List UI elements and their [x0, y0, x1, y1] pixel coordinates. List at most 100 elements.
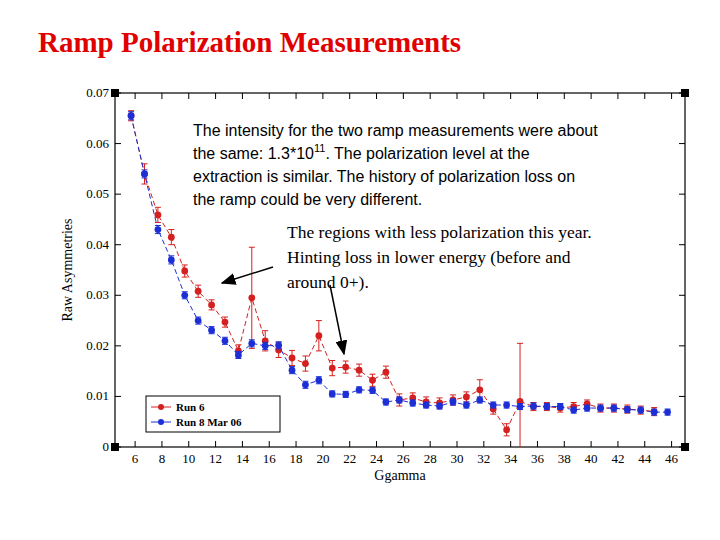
error-cap: [651, 407, 657, 408]
error-cap: [316, 320, 322, 321]
error-cap: [222, 327, 228, 328]
error-cap: [396, 393, 402, 394]
y-tick: [115, 447, 121, 448]
x-tick: [161, 441, 162, 447]
error-cap: [598, 412, 604, 413]
data-point: [195, 288, 202, 295]
error-cap: [195, 285, 201, 286]
x-tick: [510, 93, 511, 99]
x-tick: [188, 441, 189, 447]
error-bar: [611, 405, 617, 411]
x-tick: [322, 93, 323, 99]
y-tick-label: 0.02: [86, 338, 109, 353]
error-cap: [168, 244, 174, 245]
error-cap: [289, 350, 295, 351]
error-cap: [276, 357, 282, 358]
data-point: [208, 327, 215, 334]
y-tick: [679, 295, 685, 296]
data-point: [637, 407, 644, 414]
error-cap: [209, 299, 215, 300]
data-point: [543, 403, 550, 410]
data-point: [624, 406, 631, 413]
y-tick: [115, 194, 121, 195]
error-cap: [168, 263, 174, 264]
y-tick: [115, 345, 121, 346]
title: Ramp Polarization Measurements: [38, 26, 461, 58]
error-bar: [168, 230, 174, 245]
annotation-text: extraction is similar. The history of po…: [193, 168, 575, 185]
error-bar: [410, 400, 416, 406]
annotation-text: around 0+).: [287, 272, 369, 292]
data-point: [664, 409, 671, 416]
y-tick: [679, 447, 685, 448]
data-point: [611, 405, 618, 412]
x-tick-label: 6: [132, 451, 139, 466]
error-cap: [128, 110, 134, 111]
annotation-text: Hinting loss in lower energy (before and: [287, 247, 571, 267]
plot-frame: [115, 93, 685, 447]
data-point: [235, 352, 242, 359]
error-bar: [289, 367, 295, 374]
error-bar: [651, 409, 657, 415]
error-cap: [249, 247, 255, 248]
x-tick-label: 14: [236, 451, 250, 466]
y-tick: [679, 345, 685, 346]
error-bar: [155, 225, 161, 233]
x-tick-label: 8: [159, 451, 166, 466]
error-cap: [182, 264, 188, 265]
data-point: [530, 403, 537, 410]
x-tick-label: 24: [370, 451, 384, 466]
x-tick: [430, 441, 431, 447]
legend-swatch: [158, 404, 164, 410]
y-tick: [679, 194, 685, 195]
data-point: [302, 360, 309, 367]
y-tick: [115, 396, 121, 397]
annotation-superscript: 11: [314, 142, 325, 154]
error-bar: [396, 394, 402, 406]
data-point: [356, 386, 363, 393]
error-bar: [316, 321, 322, 351]
x-tick-label: 22: [343, 451, 356, 466]
x-tick: [457, 441, 458, 447]
error-bar: [665, 409, 671, 415]
data-point: [342, 364, 349, 371]
data-point: [181, 292, 188, 299]
error-cap: [128, 111, 134, 112]
data-point: [289, 355, 296, 362]
x-tick: [483, 93, 484, 99]
y-tick: [115, 93, 121, 94]
error-bar: [490, 402, 496, 408]
data-point: [128, 112, 135, 119]
data-point: [597, 405, 604, 412]
error-bar: [530, 403, 536, 409]
error-cap: [142, 177, 148, 178]
x-tick: [376, 93, 377, 99]
error-cap: [370, 374, 376, 375]
data-point: [342, 391, 349, 398]
data-point: [369, 387, 376, 394]
y-tick: [679, 143, 685, 144]
x-tick: [591, 93, 592, 99]
chart: Ramp Polarization Measurements6810121416…: [0, 0, 720, 540]
error-bar: [557, 404, 563, 412]
legend: Run 6Run 8 Mar 06: [146, 396, 280, 432]
data-point: [651, 409, 658, 416]
error-cap: [128, 120, 134, 121]
data-point: [275, 342, 282, 349]
x-tick: [564, 441, 565, 447]
x-tick: [322, 441, 323, 447]
x-tick: [483, 441, 484, 447]
error-bar: [638, 406, 644, 414]
error-bar: [222, 337, 228, 344]
error-bar: [356, 364, 362, 376]
error-stem: [520, 343, 521, 447]
error-bar: [463, 392, 469, 402]
data-point: [155, 226, 162, 233]
y-tick: [115, 143, 121, 144]
error-cap: [598, 404, 604, 405]
error-cap: [343, 361, 349, 362]
error-bar: [222, 317, 228, 327]
error-bar: [651, 408, 657, 416]
series-line: [131, 116, 667, 412]
x-tick: [215, 441, 216, 447]
